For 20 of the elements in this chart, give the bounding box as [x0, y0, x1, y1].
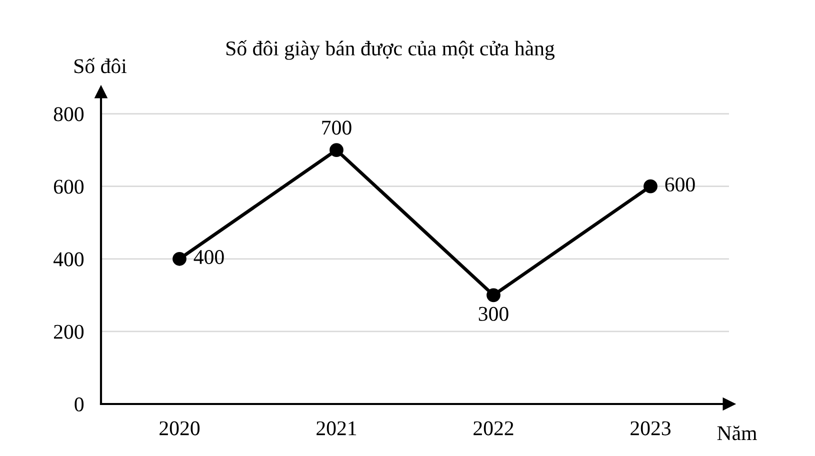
point [644, 179, 658, 194]
point [330, 143, 344, 157]
data-label: 700 [322, 120, 352, 135]
y-axis-title: Số đôi [74, 58, 127, 74]
y-tick-label: 200 [54, 324, 84, 339]
y-tick-label: 600 [54, 180, 84, 194]
x-tick-label: 2023 [630, 421, 671, 436]
x-tick-label: 2022 [474, 421, 514, 436]
data-label: 600 [665, 177, 695, 192]
data-label: 400 [194, 250, 224, 264]
y-tick-label: 0 [74, 397, 84, 412]
point [172, 252, 186, 266]
x-tick-label: 2020 [160, 421, 200, 436]
y-tick-label: 400 [53, 252, 84, 266]
x-tick-label: 2021 [316, 421, 356, 436]
point [486, 288, 500, 302]
x-axis-title: Năm [717, 426, 757, 440]
data-label: 300 [478, 306, 508, 321]
y-tick-label: 800 [54, 107, 84, 122]
chart-title: Số đôi giày bán được của một cửa hàng [226, 40, 555, 60]
